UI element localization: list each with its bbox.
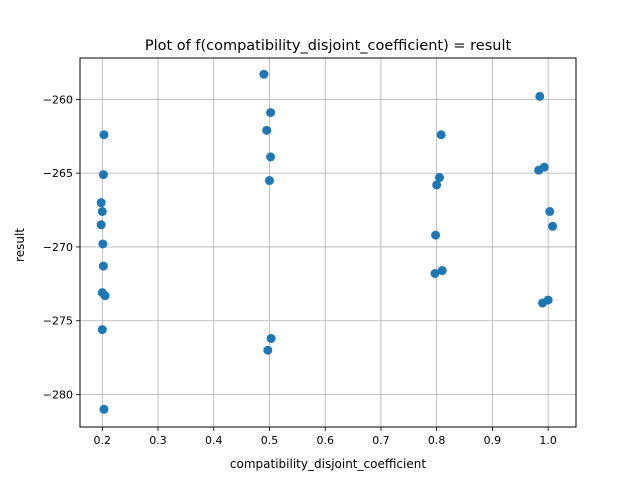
data-point	[431, 230, 441, 240]
y-tick-label: −275	[43, 315, 73, 328]
grid-lines	[80, 58, 576, 427]
x-tick-label: 1.0	[539, 434, 557, 447]
y-axis-ticks: −280 −275 −270 −265 −260	[43, 93, 80, 402]
x-tick-label: 0.5	[261, 434, 279, 447]
data-point	[266, 333, 276, 343]
data-point	[262, 125, 272, 135]
data-point	[97, 207, 107, 217]
x-tick-label: 0.9	[484, 434, 502, 447]
data-point	[437, 266, 447, 276]
data-point	[548, 221, 558, 231]
axes-frame	[79, 57, 577, 428]
data-point	[266, 152, 276, 162]
x-tick-label: 0.8	[428, 434, 446, 447]
data-point	[436, 130, 446, 140]
data-point	[99, 130, 109, 140]
data-point	[534, 165, 544, 175]
data-point	[264, 176, 274, 186]
data-point	[97, 325, 107, 335]
x-tick-label: 0.4	[205, 434, 223, 447]
data-point	[98, 170, 108, 180]
x-tick-label: 0.6	[316, 434, 334, 447]
x-tick-label: 0.7	[372, 434, 390, 447]
data-point	[263, 345, 273, 355]
data-point	[545, 207, 555, 217]
data-point	[96, 198, 106, 208]
y-tick-label: −260	[43, 93, 73, 106]
data-point	[98, 239, 108, 249]
chart-title: Plot of f(compatibility_disjoint_coeffic…	[145, 38, 512, 54]
data-point	[535, 91, 545, 101]
y-tick-label: −270	[43, 241, 73, 254]
y-tick-label: −280	[43, 389, 73, 402]
x-tick-label: 0.3	[149, 434, 167, 447]
y-tick-label: −265	[43, 167, 73, 180]
y-axis-label: result	[13, 228, 27, 262]
data-point	[98, 261, 108, 271]
data-point	[432, 180, 442, 190]
data-point	[266, 108, 276, 118]
data-point	[543, 295, 553, 305]
data-point	[430, 268, 440, 278]
data-point	[434, 173, 444, 183]
x-axis-ticks: 0.2 0.3 0.4 0.5 0.6 0.7 0.8 0.9 1.0	[94, 427, 557, 447]
x-tick-label: 0.2	[94, 434, 112, 447]
x-axis-label: compatibility_disjoint_coefficient	[230, 457, 426, 471]
data-point	[96, 220, 106, 230]
data-point	[100, 291, 110, 301]
data-points	[96, 69, 558, 414]
data-point	[259, 69, 269, 79]
data-point	[99, 404, 109, 414]
